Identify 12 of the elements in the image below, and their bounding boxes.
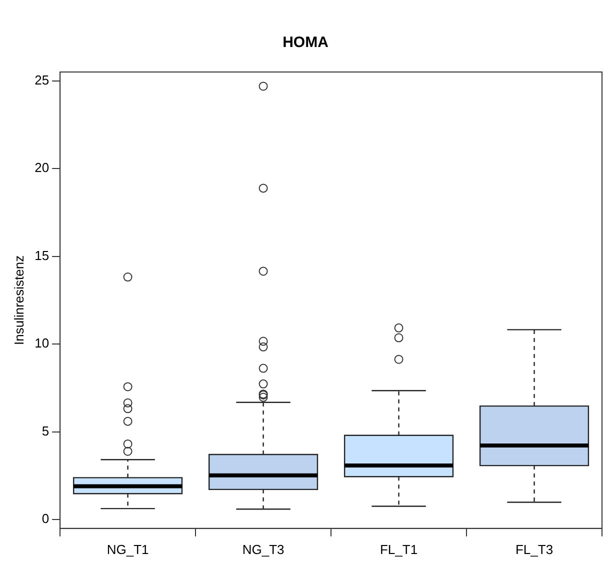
x-tick-label: FL_T3 — [515, 542, 554, 557]
y-tick-label: 25 — [34, 72, 50, 88]
x-tick-label: NG_T1 — [106, 542, 149, 557]
x-tick-label: NG_T3 — [242, 542, 284, 557]
y-tick-label: 10 — [34, 336, 50, 351]
y-axis-title: Insulinresistenz — [11, 255, 26, 346]
y-tick-label: 20 — [34, 160, 50, 176]
y-tick-label: 15 — [34, 248, 50, 263]
x-tick-label: FL_T1 — [380, 542, 418, 557]
y-tick-label: 0 — [42, 511, 50, 526]
chart-title: HOMA — [282, 34, 329, 52]
y-tick-label: 5 — [42, 423, 50, 438]
